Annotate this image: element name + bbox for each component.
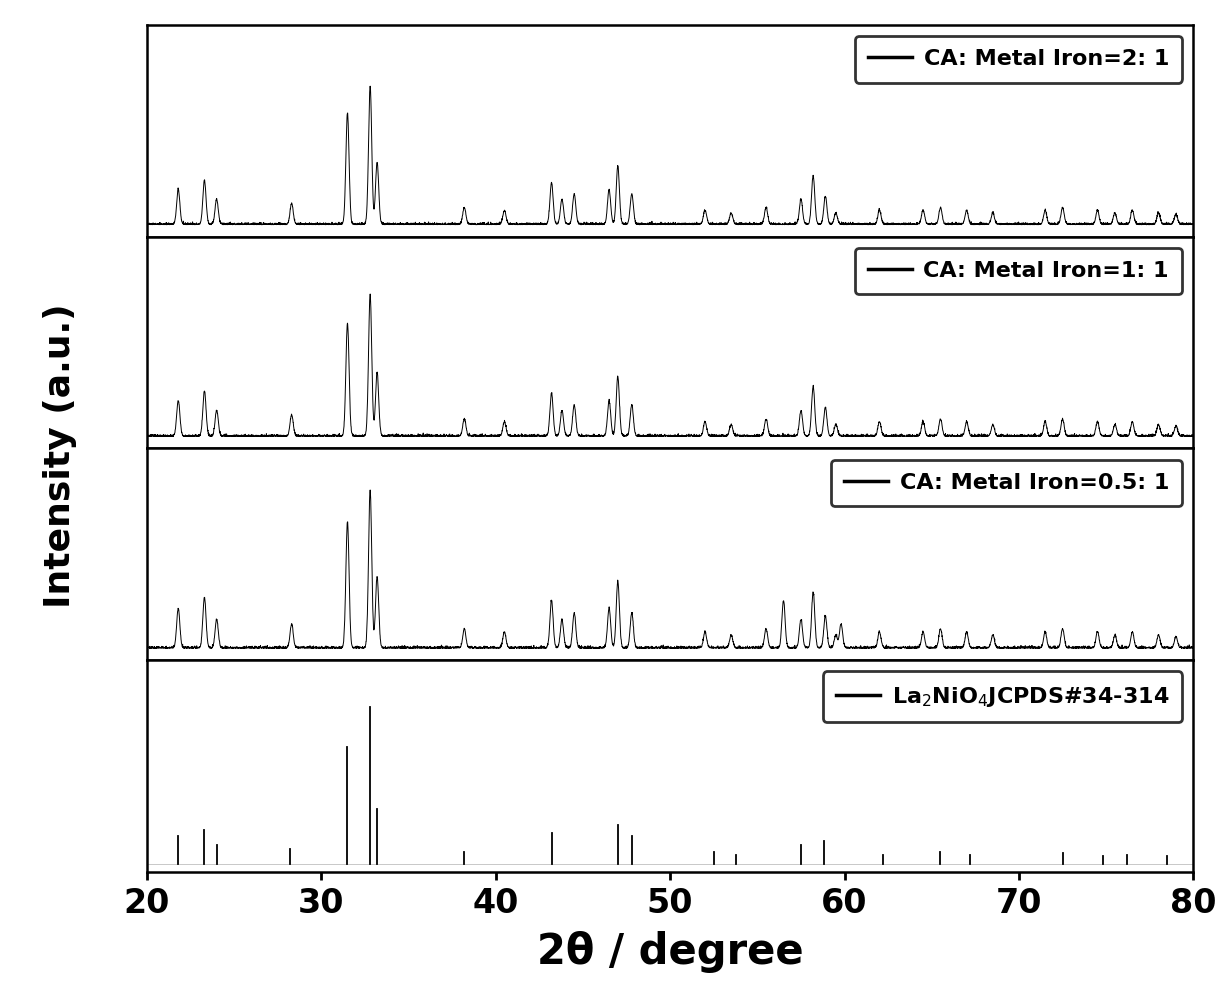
X-axis label: 2θ / degree: 2θ / degree [537,932,803,973]
Legend: La$_2$NiO$_4$JCPDS#34-314: La$_2$NiO$_4$JCPDS#34-314 [823,671,1182,722]
Text: Intensity (a.u.): Intensity (a.u.) [43,303,77,608]
Legend: CA: Metal Iron=1: 1: CA: Metal Iron=1: 1 [854,248,1182,294]
Legend: CA: Metal Iron=0.5: 1: CA: Metal Iron=0.5: 1 [831,460,1182,506]
Legend: CA: Metal Iron=2: 1: CA: Metal Iron=2: 1 [854,36,1182,82]
